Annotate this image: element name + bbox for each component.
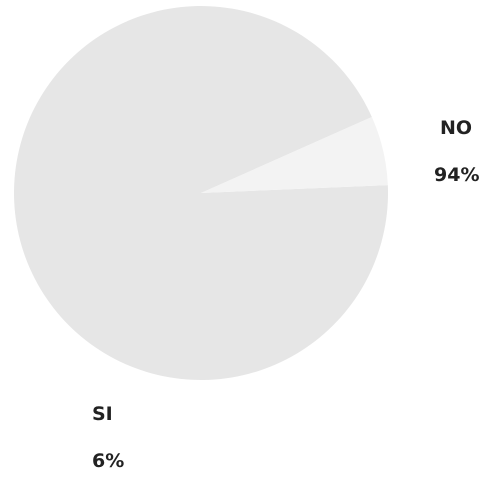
pie-slice-si <box>201 116 388 193</box>
slice-label-no-name: NO <box>440 117 473 139</box>
pie-slice-no <box>14 6 389 381</box>
slice-label-si-value: 6% <box>92 450 125 472</box>
slice-label-no-value: 94% <box>434 164 480 186</box>
slice-label-si-name: SI <box>92 403 113 425</box>
